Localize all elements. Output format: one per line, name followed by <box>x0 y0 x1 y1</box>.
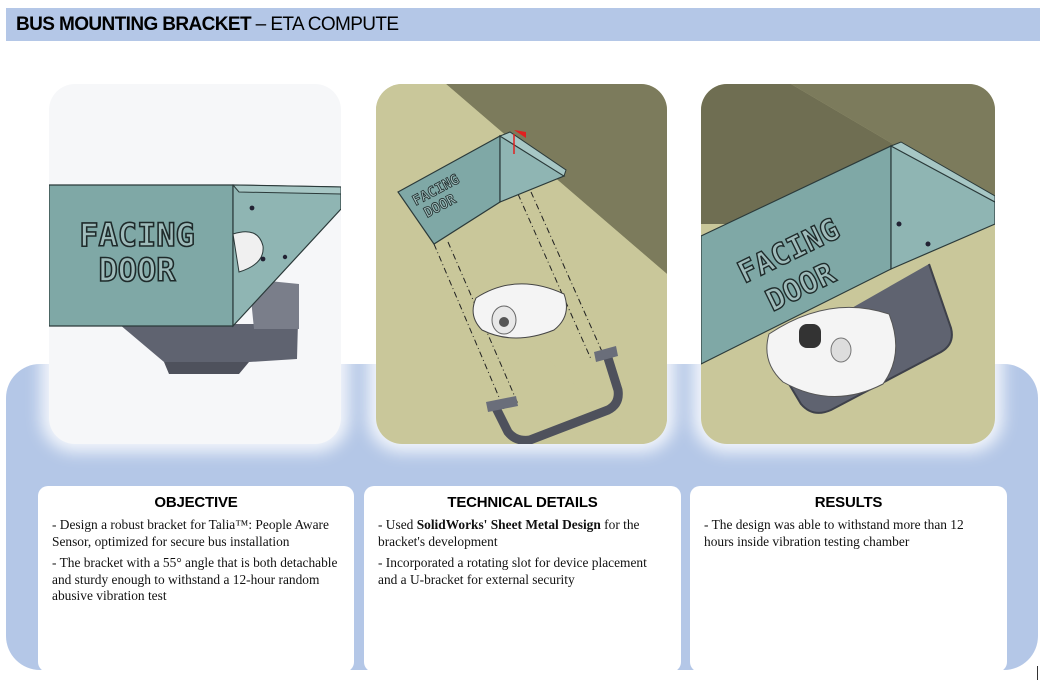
facing-label: FACING <box>79 216 195 254</box>
door-label: DOOR <box>98 251 176 289</box>
installed-bracket-image: FACING DOOR <box>701 84 995 444</box>
results-heading: RESULTS <box>814 494 883 511</box>
technical-bullet-1: - Used SolidWorks' Sheet Metal Design fo… <box>378 517 667 550</box>
results-card: RESULTS - The design was able to withsta… <box>690 486 1007 672</box>
technical-bullet-2: - Incorporated a rotating slot for devic… <box>378 555 647 587</box>
exploded-assembly-image: FACING DOOR <box>376 84 667 444</box>
objective-bullet-1: - Design a robust bracket for Talia™: Pe… <box>52 517 329 549</box>
objective-heading: OBJECTIVE <box>154 494 238 511</box>
title-sub: – ETA COMPUTE <box>251 14 399 35</box>
text-cursor <box>1037 666 1038 680</box>
title-bar: BUS MOUNTING BRACKET – ETA COMPUTE <box>6 8 1040 41</box>
bracket-closeup-image: FACING DOOR <box>49 84 341 444</box>
technical-details-heading: TECHNICAL DETAILS <box>447 494 598 511</box>
technical-bullet-1-post: for the bracket's development <box>378 517 640 549</box>
technical-details-card: TECHNICAL DETAILS - Used SolidWorks' She… <box>364 486 681 672</box>
page-title: BUS MOUNTING BRACKET – ETA COMPUTE <box>16 14 399 36</box>
results-bullet-1: - The design was able to withstand more … <box>704 517 964 549</box>
technical-bullet-1-pre: - Used <box>378 517 417 532</box>
title-main: BUS MOUNTING BRACKET <box>16 14 252 35</box>
objective-bullet-2: - The bracket with a 55° angle that is b… <box>52 555 338 603</box>
technical-bullet-1-bold: SolidWorks' Sheet Metal Design <box>416 517 601 532</box>
objective-card: OBJECTIVE - Design a robust bracket for … <box>38 486 354 672</box>
